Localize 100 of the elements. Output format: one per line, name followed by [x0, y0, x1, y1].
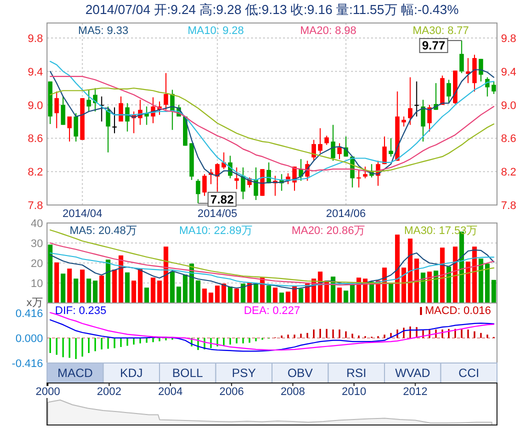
y2-tick-label: 9.4	[501, 66, 516, 78]
bar	[272, 288, 278, 303]
bar	[131, 280, 136, 303]
text: OBV	[287, 366, 313, 380]
candlestick	[420, 99, 426, 142]
candlestick	[388, 138, 394, 158]
bar	[234, 288, 239, 303]
candlestick	[254, 166, 258, 200]
candlestick	[164, 72, 168, 110]
annotation: 7.82	[210, 192, 234, 206]
bar	[125, 272, 130, 303]
candlestick	[356, 169, 361, 188]
text: WVAD	[395, 366, 431, 380]
bar	[92, 280, 98, 303]
text: MA30: 17.53万	[404, 225, 478, 237]
x-tick-label: 2004	[158, 386, 183, 398]
candlestick	[324, 135, 329, 146]
candlestick	[492, 80, 496, 94]
candlestick	[446, 79, 451, 104]
bar	[485, 264, 490, 303]
candlestick	[74, 112, 78, 142]
text: RSI	[346, 366, 366, 380]
text: MA5: 9.33	[78, 25, 128, 37]
text: MA20: 20.86万	[292, 225, 365, 237]
text: DEA: 0.227	[244, 305, 300, 317]
y2-tick-label: 8.6	[501, 133, 516, 146]
y2-tick-label: 7.8	[501, 200, 516, 212]
y-tick-label: 30	[30, 238, 43, 250]
text: BOLL	[172, 366, 204, 380]
y-tick-label: 20	[30, 258, 43, 270]
legend-label: MACD: 0.016	[424, 305, 491, 317]
bar	[266, 286, 272, 303]
bar	[350, 284, 355, 303]
bar	[196, 280, 200, 303]
candlestick	[234, 166, 239, 190]
x-tick-label: 2012	[403, 386, 428, 398]
bar	[427, 272, 432, 303]
text: MA5: 20.48万	[70, 225, 137, 237]
candlestick	[330, 124, 336, 162]
bar	[279, 292, 284, 303]
candlestick	[312, 139, 316, 162]
bar	[86, 278, 92, 303]
candlestick	[106, 106, 110, 153]
bar	[138, 269, 143, 303]
bar	[144, 288, 149, 303]
y-tick-label: 9.8	[28, 33, 43, 46]
text: MACD	[57, 366, 94, 380]
candlestick	[222, 152, 226, 170]
line-series	[50, 242, 494, 286]
text: MA10: 9.28	[188, 25, 244, 37]
y-tick-label: 9.0	[28, 100, 43, 112]
text: MA20: 8.98	[300, 25, 356, 37]
y-tick-label: 0.000	[15, 332, 43, 345]
bar	[478, 258, 484, 303]
bar	[247, 282, 252, 303]
candlestick	[202, 174, 207, 196]
bar	[337, 288, 342, 303]
bar	[99, 276, 104, 303]
bar	[48, 244, 53, 303]
bar	[446, 266, 452, 303]
candlestick	[459, 40, 464, 74]
candlestick	[60, 96, 66, 126]
bar	[54, 262, 59, 303]
text: CCI	[458, 366, 480, 380]
bar	[254, 284, 258, 303]
y2-tick-label: 9.8	[501, 33, 516, 46]
x-tick-label: 2010	[342, 386, 366, 398]
bar	[298, 288, 304, 303]
y-tick-label: -0.416	[12, 358, 43, 370]
bar	[395, 234, 400, 303]
candlestick	[196, 178, 200, 204]
bar	[221, 284, 226, 303]
candlestick	[125, 102, 130, 132]
x-tick-label: 2008	[280, 386, 306, 398]
y-tick-label: 7.8	[28, 200, 43, 212]
chart-title: 2014/07/04 开:9.24 高:9.28 低:9.13 收:9.16 量:11.55万 幅:-0.43%	[85, 2, 460, 17]
line-series	[50, 319, 494, 352]
bar	[491, 280, 496, 303]
bar	[67, 268, 72, 303]
bar	[215, 286, 220, 303]
bar	[176, 286, 182, 303]
bar	[170, 271, 175, 303]
candlestick	[215, 162, 220, 192]
x-tick-label: 2014/05	[197, 208, 238, 220]
series-label: DIF: 0.235	[55, 305, 106, 317]
candlestick	[414, 80, 419, 118]
bar	[106, 260, 110, 303]
y-axis-title: x万	[26, 297, 43, 309]
y-tick-label: 40	[30, 218, 43, 230]
candlestick	[408, 76, 412, 126]
candlestick	[363, 166, 368, 179]
candlestick	[402, 116, 406, 128]
y-tick-label: 10	[30, 278, 43, 290]
annotation: 9.77	[422, 38, 446, 53]
bar	[182, 274, 188, 303]
x-tick-label: 2014/04	[62, 208, 102, 220]
x-tick-label: 2006	[219, 386, 244, 398]
bar	[80, 270, 85, 303]
candlestick	[86, 89, 91, 112]
bar	[408, 238, 413, 303]
